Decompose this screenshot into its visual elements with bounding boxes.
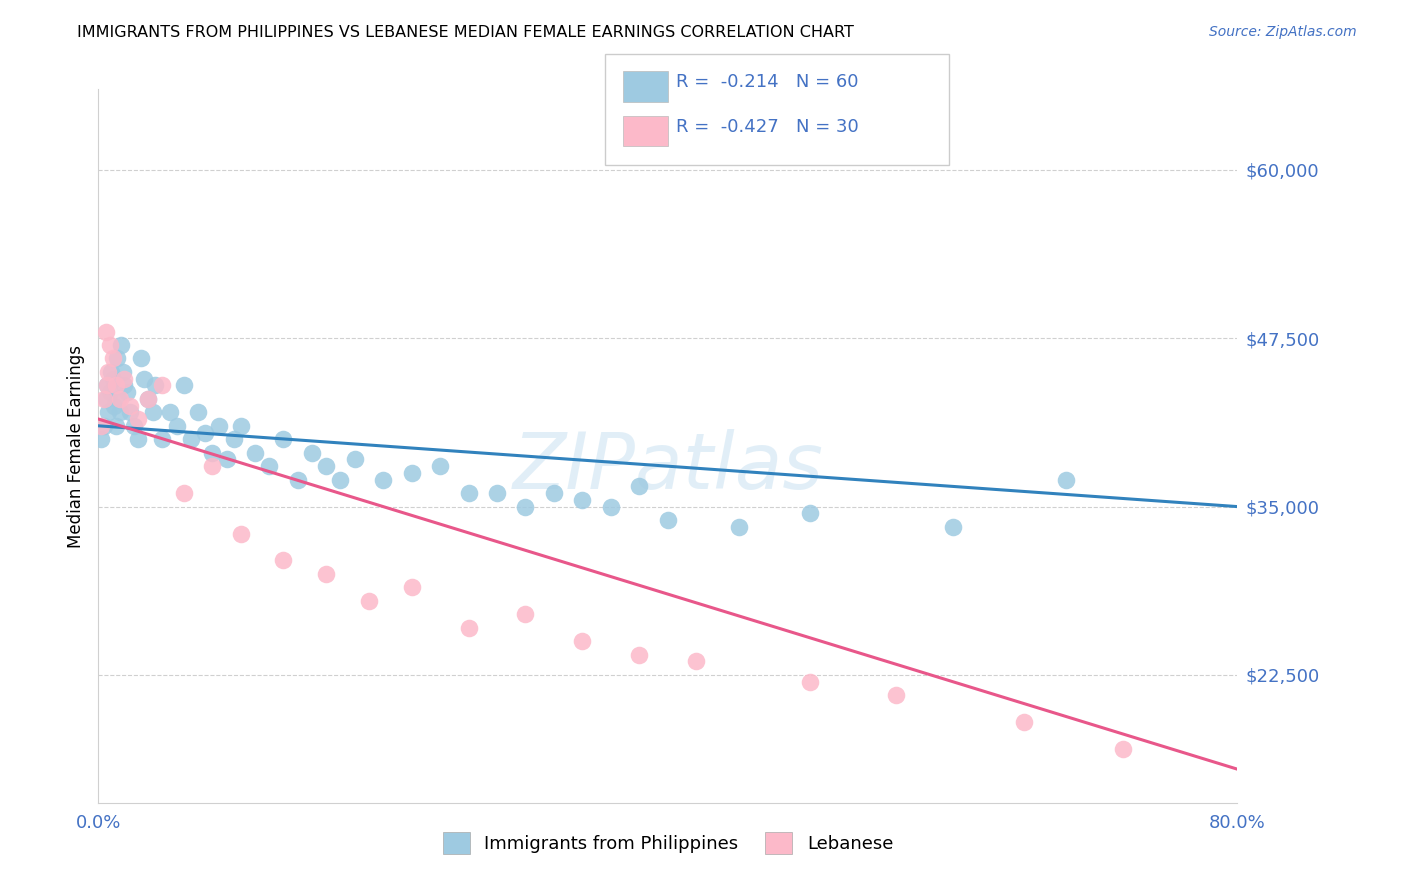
Point (96, 378, 118, 392)
Point (118, 405, 141, 419)
Point (429, 459, 451, 474)
Point (1056, 473, 1078, 487)
Point (93, 418, 115, 433)
Point (685, 655, 707, 669)
Point (115, 385, 138, 400)
Text: R =  -0.214   N = 60: R = -0.214 N = 60 (676, 73, 859, 91)
Point (127, 412, 149, 426)
Point (98, 385, 121, 400)
Point (96, 378, 118, 392)
Point (93, 392, 115, 406)
Point (94, 392, 117, 406)
Point (201, 446, 224, 460)
Point (229, 526, 252, 541)
Point (201, 459, 224, 474)
Point (215, 452, 238, 467)
Point (600, 500, 623, 514)
Point (571, 634, 593, 648)
Point (273, 432, 295, 446)
Point (1012, 714, 1035, 729)
Point (571, 492, 593, 507)
Point (132, 372, 155, 386)
Point (628, 648, 651, 662)
Point (229, 418, 252, 433)
Point (152, 432, 174, 446)
Point (486, 486, 509, 500)
Text: IMMIGRANTS FROM PHILIPPINES VS LEBANESE MEDIAN FEMALE EARNINGS CORRELATION CHART: IMMIGRANTS FROM PHILIPPINES VS LEBANESE … (77, 25, 855, 40)
Point (129, 351, 152, 366)
Point (628, 479, 651, 493)
Point (97, 365, 120, 379)
Point (457, 486, 479, 500)
Point (799, 674, 821, 689)
Point (127, 432, 149, 446)
Point (141, 405, 163, 419)
Point (104, 418, 127, 433)
Point (136, 392, 159, 406)
Point (222, 432, 245, 446)
Point (315, 459, 337, 474)
Point (104, 378, 127, 392)
Point (208, 418, 231, 433)
Point (101, 372, 124, 386)
Point (103, 399, 125, 413)
Point (515, 500, 537, 514)
Point (98, 338, 121, 352)
Point (401, 580, 423, 594)
Point (94, 325, 117, 339)
Point (515, 607, 537, 622)
Y-axis label: Median Female Earnings: Median Female Earnings (66, 344, 84, 548)
Point (357, 594, 380, 608)
Point (173, 378, 195, 392)
Legend: Immigrants from Philippines, Lebanese: Immigrants from Philippines, Lebanese (436, 825, 900, 862)
Point (315, 566, 337, 581)
Point (194, 425, 217, 440)
Point (90, 418, 112, 433)
Text: ZIPatlas: ZIPatlas (512, 429, 824, 506)
Point (100, 365, 122, 379)
Point (287, 473, 309, 487)
Point (122, 418, 145, 433)
Point (657, 513, 679, 527)
Point (187, 405, 209, 419)
Point (166, 418, 188, 433)
Point (159, 405, 181, 419)
Point (273, 553, 295, 567)
Point (108, 405, 131, 419)
Point (1112, 742, 1135, 756)
Point (107, 392, 129, 406)
Point (243, 446, 266, 460)
Point (180, 432, 202, 446)
Point (301, 446, 323, 460)
Point (118, 399, 141, 413)
Point (112, 372, 135, 386)
Text: Source: ZipAtlas.com: Source: ZipAtlas.com (1209, 25, 1357, 39)
Point (457, 621, 479, 635)
Point (343, 452, 366, 467)
Point (90, 432, 112, 446)
Point (97, 405, 120, 419)
Point (401, 466, 423, 480)
Point (543, 486, 565, 500)
Point (329, 473, 352, 487)
Point (942, 520, 965, 534)
Point (152, 378, 174, 392)
Point (111, 365, 134, 379)
Point (145, 378, 167, 392)
Point (728, 520, 751, 534)
Text: R =  -0.427   N = 30: R = -0.427 N = 30 (676, 118, 859, 136)
Point (884, 688, 907, 702)
Point (136, 392, 159, 406)
Point (112, 378, 135, 392)
Point (108, 392, 131, 406)
Point (173, 486, 195, 500)
Point (110, 338, 132, 352)
Point (799, 506, 821, 520)
Point (101, 351, 124, 366)
Point (259, 459, 281, 474)
Point (373, 473, 395, 487)
Point (105, 351, 128, 366)
